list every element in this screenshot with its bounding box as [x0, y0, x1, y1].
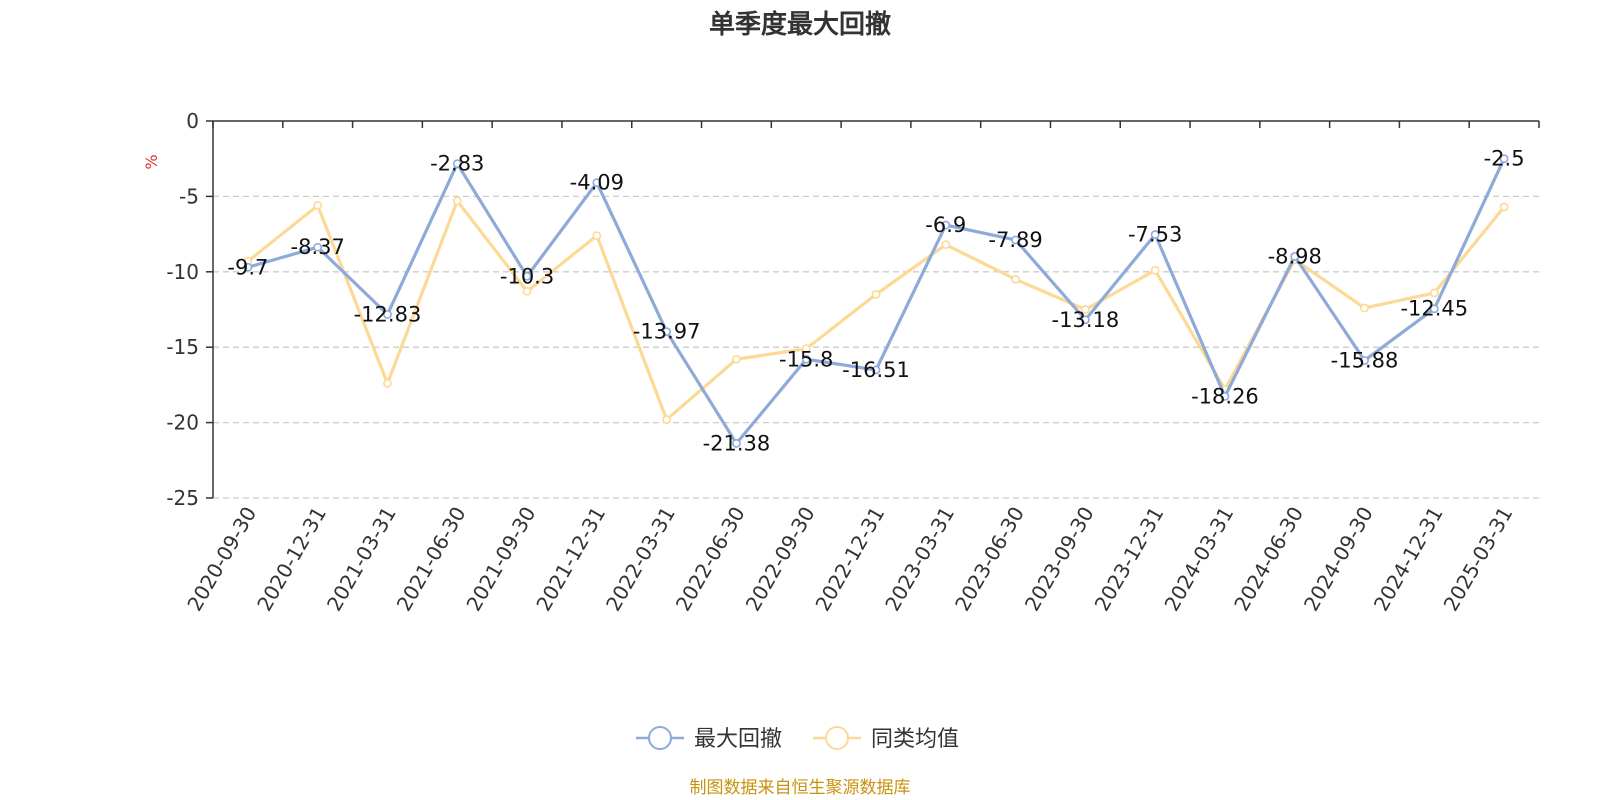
x-tick-label: 2021-03-31	[322, 503, 401, 616]
data-point-1[interactable]	[522, 287, 532, 296]
chart-title: 单季度最大回撤	[709, 9, 891, 40]
data-point-0[interactable]	[1429, 304, 1439, 314]
data-point-0[interactable]	[383, 310, 392, 319]
x-tick-label: 2022-03-31	[601, 503, 680, 616]
data-point-1[interactable]	[871, 290, 881, 299]
data-point-1[interactable]	[662, 415, 672, 424]
x-tick-label: 2023-09-30	[1020, 503, 1099, 616]
y-tick-label: -25	[166, 486, 199, 510]
x-tick-label: 2023-12-31	[1090, 503, 1169, 616]
x-tick-label: 2021-12-31	[531, 503, 610, 616]
data-point-1[interactable]	[1080, 305, 1090, 314]
legend-label: 最大回撤	[694, 727, 782, 752]
data-point-0[interactable]	[662, 327, 672, 337]
legend-item-1[interactable]: 同类均值	[813, 726, 959, 752]
y-tick-label: 0	[186, 109, 199, 133]
x-tick-label: 2021-06-30	[392, 503, 471, 616]
x-tick-label: 2022-12-31	[810, 503, 889, 616]
legend[interactable]: 最大回撤 同类均值	[636, 726, 959, 752]
x-tick-label: 2022-06-30	[671, 503, 750, 616]
data-point-1[interactable]	[1011, 274, 1020, 284]
data-label: -2.5	[1484, 147, 1525, 171]
data-label: -7.53	[1128, 223, 1182, 247]
x-tick-label: 2023-03-31	[880, 503, 959, 616]
data-label: -15.88	[1331, 348, 1399, 372]
data-point-1[interactable]	[1150, 265, 1160, 275]
series-line-0	[247, 158, 1506, 446]
data-label: -12.83	[354, 302, 422, 326]
y-tick-label: -10	[166, 260, 199, 284]
data-label: -6.9	[925, 213, 966, 237]
data-point-0[interactable]	[1011, 235, 1020, 245]
data-point-1[interactable]	[732, 354, 741, 364]
data-point-1[interactable]	[1429, 288, 1439, 298]
data-label: -7.89	[988, 228, 1042, 252]
source-note: 制图数据来自恒生聚源数据库	[690, 778, 911, 798]
data-label: -18.26	[1191, 384, 1259, 408]
legend-item-0[interactable]: 最大回撤	[636, 726, 782, 752]
data-point-0[interactable]	[1150, 230, 1160, 239]
data-point-0[interactable]	[1220, 391, 1230, 401]
x-tick-label: 2022-09-30	[741, 503, 820, 616]
x-tick-label: 2021-09-30	[461, 503, 540, 616]
data-point-0[interactable]	[941, 220, 951, 230]
data-label: -12.45	[1400, 297, 1468, 321]
data-point-1[interactable]	[1360, 303, 1369, 313]
data-point-1[interactable]	[592, 231, 602, 241]
data-label: -15.8	[779, 347, 833, 371]
x-tick-label: 2020-09-30	[182, 503, 261, 616]
data-labels: -9.7 -8.37 -12.83 -2.83 -10.3 -4.09 -13.97 -21.…	[227, 147, 1524, 456]
data-label: -13.97	[633, 320, 701, 344]
data-label: -2.83	[430, 152, 484, 176]
data-label: -21.38	[703, 431, 771, 455]
legend-marker	[648, 726, 672, 750]
y-tick-label: -15	[166, 335, 199, 359]
x-tick-label: 2023-06-30	[950, 503, 1029, 616]
data-point-0[interactable]	[1360, 356, 1369, 365]
data-label: -9.7	[227, 255, 268, 279]
x-tick-label: 2020-12-31	[252, 503, 331, 616]
x-tick-label: 2024-09-30	[1299, 503, 1378, 616]
legend-marker	[825, 726, 849, 750]
x-tick-label: 2024-03-31	[1159, 503, 1238, 616]
data-point-0[interactable]	[1290, 252, 1300, 261]
legend-label: 同类均值	[871, 727, 959, 752]
data-point-0[interactable]	[801, 354, 811, 364]
data-point-1[interactable]	[1499, 202, 1509, 212]
data-point-0[interactable]	[1499, 154, 1509, 164]
data-point-0[interactable]	[243, 262, 253, 272]
data-label: -16.51	[842, 358, 910, 382]
series-lines	[243, 154, 1509, 448]
x-tick-label: 2024-06-30	[1229, 503, 1308, 616]
grid-lines	[213, 195, 1539, 499]
data-label: -13.18	[1052, 308, 1120, 332]
data-label: -8.98	[1268, 244, 1322, 268]
data-label: -8.37	[291, 235, 345, 259]
data-point-1[interactable]	[313, 201, 323, 210]
data-point-1[interactable]	[801, 344, 811, 354]
data-point-0[interactable]	[732, 439, 741, 448]
data-label: -10.3	[500, 264, 554, 288]
data-point-0[interactable]	[1080, 315, 1090, 325]
data-point-0[interactable]	[592, 178, 602, 188]
data-point-0[interactable]	[871, 365, 881, 375]
data-point-0[interactable]	[452, 159, 462, 169]
x-tick-label: 2024-12-31	[1369, 503, 1448, 616]
x-tick-label: 2025-03-31	[1439, 503, 1518, 616]
y-tick-label: -20	[166, 411, 199, 435]
y-axis-unit-label: %	[142, 154, 161, 169]
data-point-1[interactable]	[941, 240, 951, 250]
y-tick-label: -5	[179, 184, 199, 208]
data-point-0[interactable]	[522, 271, 532, 281]
series-line-1	[246, 199, 1506, 422]
data-point-0[interactable]	[313, 242, 323, 252]
data-point-1[interactable]	[383, 378, 392, 388]
data-point-1[interactable]	[452, 196, 462, 206]
data-label: -4.09	[570, 171, 624, 195]
